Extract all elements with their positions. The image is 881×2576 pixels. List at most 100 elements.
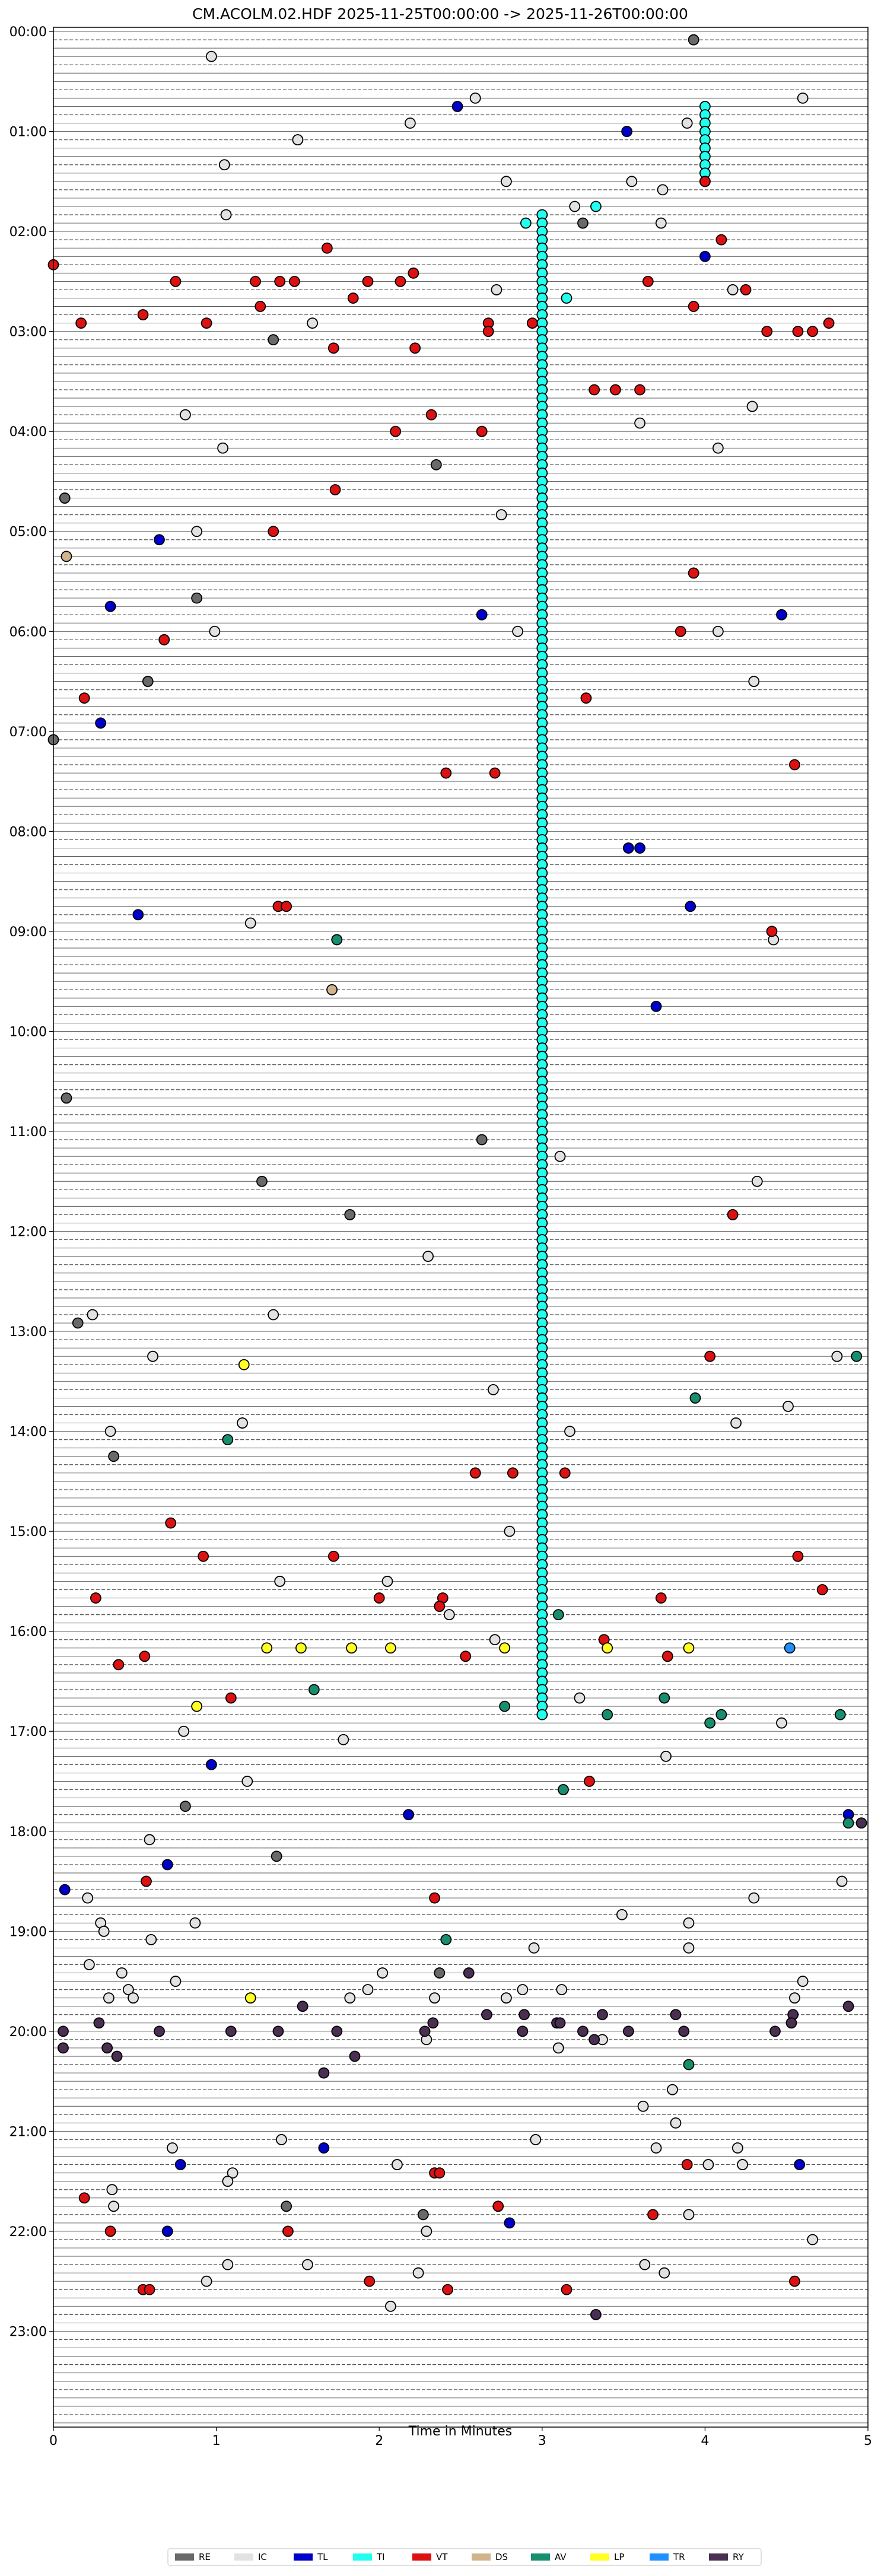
event-marker-vt xyxy=(170,275,182,287)
event-marker-ic xyxy=(702,2159,714,2170)
legend-label: TL xyxy=(317,2552,328,2562)
event-marker-tl xyxy=(451,101,463,112)
plot-frame xyxy=(53,27,869,2428)
event-marker-vt xyxy=(113,1659,125,1671)
y-tick-label: 13:00 xyxy=(9,1325,47,1340)
y-tick-label: 22:00 xyxy=(9,2225,47,2240)
event-marker-ic xyxy=(178,1725,190,1737)
event-marker-ic xyxy=(727,284,739,295)
event-marker-tl xyxy=(205,1759,217,1770)
event-marker-vt xyxy=(362,275,374,287)
event-marker-ic xyxy=(530,2134,542,2145)
event-marker-av xyxy=(659,1692,670,1704)
event-marker-av xyxy=(552,1609,564,1620)
event-marker-ic xyxy=(650,2142,662,2154)
event-marker-av xyxy=(558,1784,569,1795)
event-marker-vt xyxy=(390,425,402,437)
event-marker-vt xyxy=(289,275,300,287)
y-tick-label: 03:00 xyxy=(9,325,47,340)
event-marker-ic xyxy=(634,417,645,429)
event-marker-vt xyxy=(489,767,501,779)
event-marker-ic xyxy=(626,176,638,187)
legend-swatch xyxy=(531,2553,550,2561)
event-marker-lp xyxy=(602,1642,613,1654)
legend-swatch xyxy=(234,2553,253,2561)
event-marker-ic xyxy=(217,442,228,454)
event-marker-vt xyxy=(139,1650,151,1662)
event-marker-ry xyxy=(297,2001,308,2012)
y-tick-label: 02:00 xyxy=(9,225,47,240)
event-marker-vt xyxy=(78,2192,90,2204)
event-marker-av xyxy=(440,1933,452,1945)
event-marker-ic xyxy=(237,1417,248,1429)
event-marker-ic xyxy=(128,1992,139,2004)
event-marker-ic xyxy=(807,2234,819,2246)
event-marker-vt xyxy=(434,1601,446,1612)
event-marker-av xyxy=(222,1434,234,1446)
event-marker-ic xyxy=(147,1350,158,1362)
event-marker-vt xyxy=(274,275,286,287)
event-marker-vt xyxy=(792,1550,804,1562)
event-marker-ic xyxy=(748,1892,760,1904)
event-marker-re xyxy=(191,592,203,604)
event-marker-ic xyxy=(344,1992,356,2004)
event-marker-vt xyxy=(609,384,621,396)
event-marker-re xyxy=(281,2200,292,2212)
event-marker-ic xyxy=(82,1892,94,1904)
event-marker-vt xyxy=(282,2225,294,2237)
event-marker-av xyxy=(331,934,343,946)
event-marker-tl xyxy=(634,842,645,854)
y-tick-label: 01:00 xyxy=(9,125,47,140)
event-marker-ry xyxy=(318,2067,330,2079)
event-marker-vt xyxy=(580,692,592,704)
legend-swatch xyxy=(294,2553,313,2561)
event-marker-ry xyxy=(842,2001,854,2012)
event-marker-vt xyxy=(165,1517,177,1529)
y-tick-label: 17:00 xyxy=(9,1725,47,1739)
event-marker-ry xyxy=(225,2025,237,2037)
event-marker-vt xyxy=(364,2275,376,2287)
y-axis-ticks: 00:00 01:00 02:00 03:00 04:00 05:00 06:00 07:00… xyxy=(9,25,53,2339)
event-marker-vt xyxy=(329,484,341,495)
legend-label: TR xyxy=(673,2552,685,2562)
y-tick-label: 10:00 xyxy=(9,1025,47,1039)
event-marker-ry xyxy=(589,2034,600,2046)
event-marker-ic xyxy=(489,1634,501,1646)
event-marker-ic xyxy=(469,92,481,104)
event-marker-lp xyxy=(261,1642,273,1654)
y-tick-label: 19:00 xyxy=(9,1925,47,1939)
y-tick-label: 04:00 xyxy=(9,425,47,440)
event-marker-re xyxy=(61,1092,72,1104)
event-marker-ic xyxy=(491,284,502,295)
event-marker-tl xyxy=(104,600,116,612)
y-tick-label: 05:00 xyxy=(9,525,47,540)
event-marker-ti xyxy=(536,1709,548,1720)
y-tick-label: 16:00 xyxy=(9,1625,47,1640)
event-marker-tr xyxy=(784,1642,796,1654)
y-tick-label: 06:00 xyxy=(9,625,47,640)
event-marker-ry xyxy=(622,2025,634,2037)
x-axis-label: Time in Minutes xyxy=(408,2424,513,2439)
x-tick-label: 1 xyxy=(212,2434,221,2448)
event-marker-ry xyxy=(154,2025,165,2037)
event-marker-ic xyxy=(683,1942,695,1954)
event-marker-vt xyxy=(476,425,488,437)
legend: RE IC TL TI VT DS AV LP TR RY xyxy=(167,2548,762,2566)
event-marker-ic xyxy=(831,1350,843,1362)
event-marker-ic xyxy=(683,2209,695,2221)
event-marker-av xyxy=(308,1684,320,1696)
event-marker-re xyxy=(271,1850,282,1862)
event-marker-ic xyxy=(274,1576,286,1587)
x-tick-label: 3 xyxy=(538,2434,546,2448)
event-marker-ry xyxy=(463,1967,475,1979)
event-marker-tl xyxy=(132,909,144,921)
event-marker-ic xyxy=(87,1309,98,1321)
event-marker-re xyxy=(72,1317,84,1329)
event-marker-vt xyxy=(561,2284,573,2295)
event-marker-vt xyxy=(584,1776,595,1787)
event-marker-ic xyxy=(98,1925,110,1937)
event-marker-vt xyxy=(408,267,419,279)
event-marker-vt xyxy=(727,1209,739,1220)
event-marker-tl xyxy=(650,1000,662,1012)
event-marker-ic xyxy=(429,1992,440,2004)
